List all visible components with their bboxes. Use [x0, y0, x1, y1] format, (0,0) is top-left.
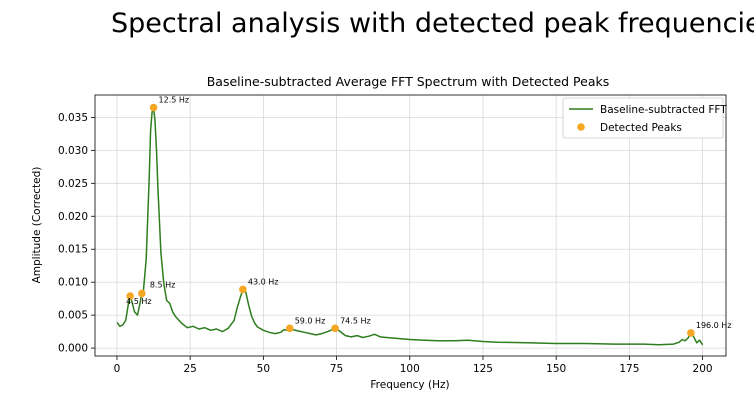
peak-marker — [285, 324, 294, 333]
peak-labels: 4.5 Hz 8.5 Hz 12.5 Hz 43.0 Hz 59.0 Hz 74.5 Hz… — [126, 96, 731, 330]
legend-label-fft: Baseline-subtracted FFT — [600, 104, 727, 116]
x-tick-label: 100 — [400, 363, 420, 375]
peak-marker — [331, 324, 339, 333]
x-axis-ticks: 0 25 50 75 100 125 150 175 200 — [114, 356, 713, 375]
peak-label: 59.0 Hz — [295, 316, 326, 325]
y-axis-label: Amplitude (Corrected) — [31, 167, 43, 284]
peak-marker — [239, 285, 247, 294]
chart-title: Baseline-subtracted Average FFT Spectrum… — [207, 74, 610, 89]
legend: Baseline-subtracted FFT Detected Peaks — [562, 97, 727, 139]
x-tick-label: 0 — [114, 363, 121, 375]
y-tick-label: 0.035 — [58, 112, 88, 124]
plot-frame — [94, 94, 727, 357]
plot-area — [95, 95, 726, 356]
x-tick-label: 25 — [183, 363, 196, 375]
x-tick-label: 125 — [473, 363, 493, 375]
peak-marker — [138, 289, 146, 298]
peak-marker — [149, 103, 158, 112]
y-tick-label: 0.005 — [58, 310, 88, 322]
y-tick-label: 0.015 — [58, 244, 88, 256]
peak-label: 43.0 Hz — [248, 277, 279, 286]
peak-label: 196.0 Hz — [696, 321, 732, 330]
x-tick-label: 200 — [693, 363, 713, 375]
legend-peak-swatch — [577, 123, 585, 131]
peak-label: 12.5 Hz — [159, 96, 190, 105]
y-tick-label: 0.000 — [58, 343, 88, 355]
y-tick-label: 0.010 — [58, 277, 88, 289]
x-axis-label: Frequency (Hz) — [370, 379, 449, 391]
detected-peaks — [126, 103, 695, 337]
y-tick-label: 0.020 — [58, 211, 88, 223]
legend-box — [562, 97, 724, 139]
peak-label: 74.5 Hz — [340, 316, 371, 325]
x-tick-label: 175 — [619, 363, 639, 375]
peak-label: 4.5 Hz — [126, 297, 151, 306]
x-tick-label: 75 — [330, 363, 343, 375]
x-tick-label: 150 — [546, 363, 566, 375]
peak-marker — [126, 292, 134, 300]
slide-title: Spectral analysis with detected peak fre… — [111, 8, 754, 39]
peak-marker — [687, 329, 695, 337]
y-axis-ticks: 0.000 0.005 0.010 0.015 0.020 0.025 0.030 0.035 — [58, 112, 95, 355]
legend-label-peaks: Detected Peaks — [600, 122, 682, 134]
y-tick-label: 0.025 — [58, 178, 88, 190]
y-tick-label: 0.030 — [58, 145, 88, 157]
peak-label: 8.5 Hz — [150, 280, 175, 289]
x-tick-label: 50 — [257, 363, 270, 375]
